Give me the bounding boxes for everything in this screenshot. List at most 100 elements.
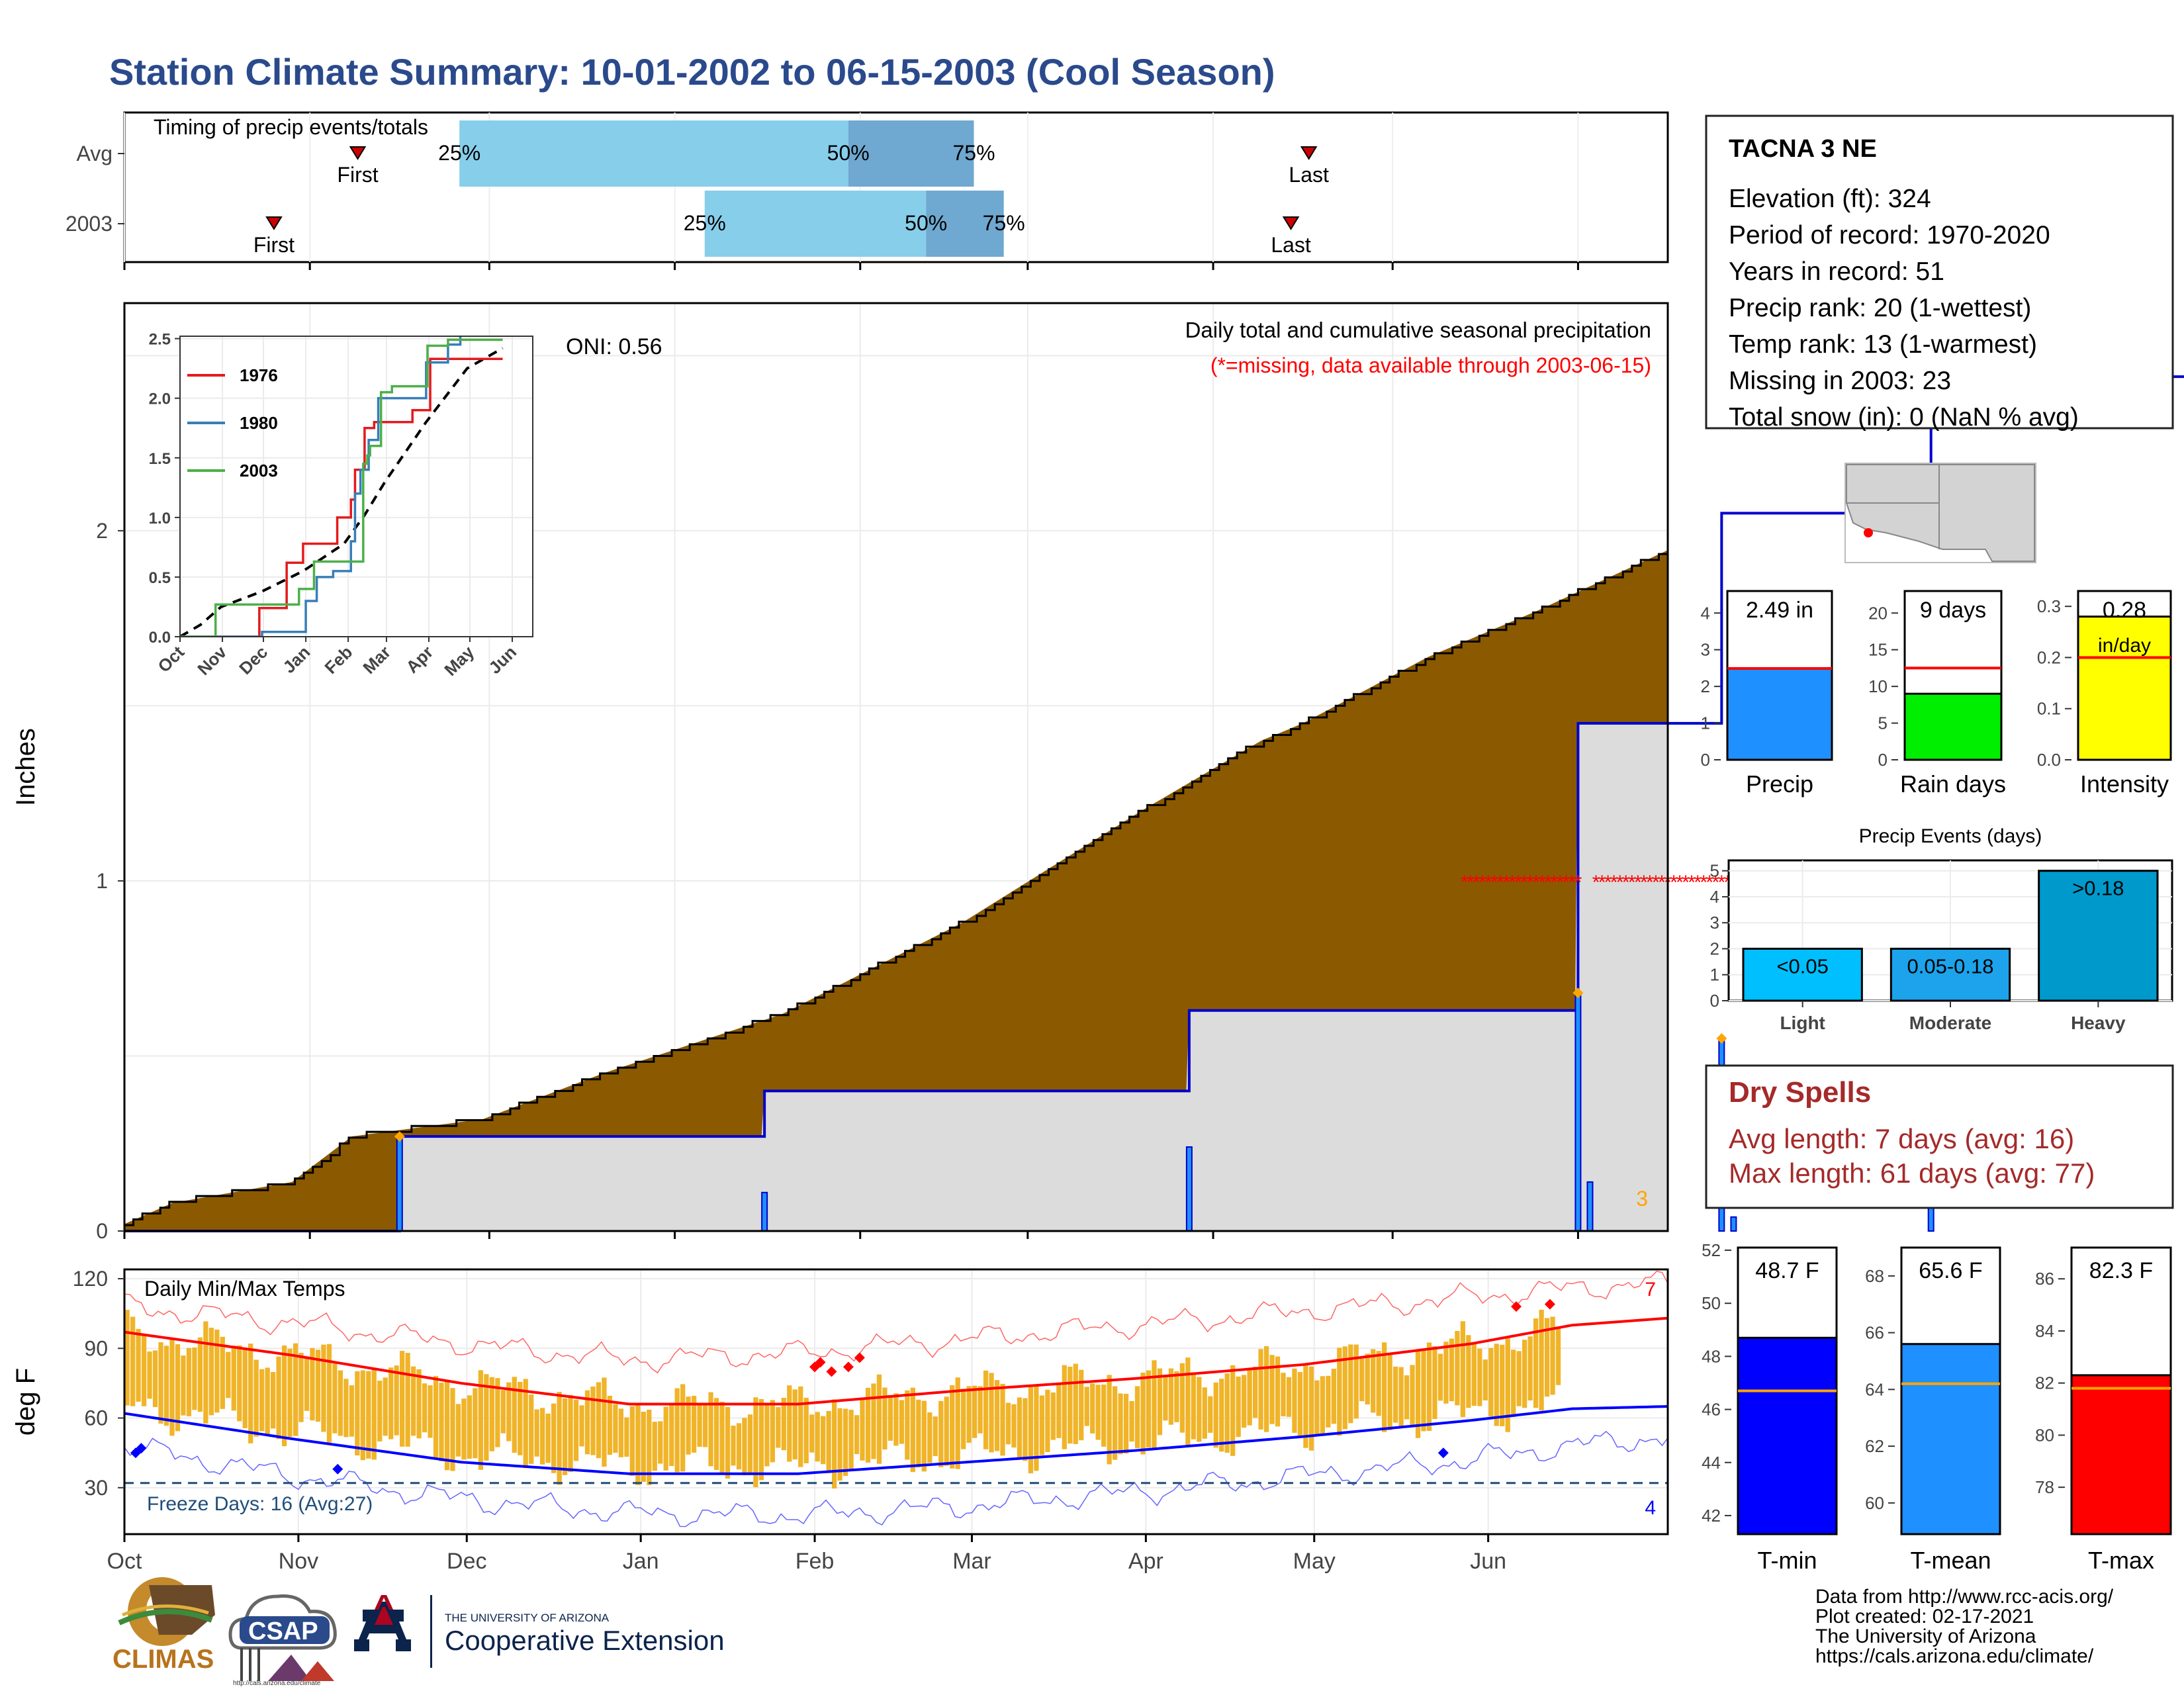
daily-temp-bar [1269,1355,1275,1424]
temp-frame [123,1268,1669,1535]
summary-ytick-label: 42 [1702,1506,1721,1526]
daily-precip-bar [761,1191,768,1232]
daily-temp-bar [1308,1366,1314,1451]
daily-temp-bar [220,1336,225,1409]
daily-temp-bar [410,1366,416,1436]
daily-temp-bar [1263,1346,1269,1432]
summary-ytick-label: 62 [1865,1436,1884,1456]
missing-marker: * [1544,872,1552,893]
daily-temp-bar [905,1390,910,1460]
daily-temp-bar [304,1358,310,1411]
daily-temp-bar [1348,1344,1353,1424]
avg-max-line [124,1316,1668,1406]
daily-temp-bar [400,1351,405,1447]
daily-temp-bar [893,1393,899,1446]
daily-precip-bar [1185,1146,1193,1232]
daily-temp-bar [916,1399,921,1468]
climas-logo: CLIMAS [113,1577,215,1674]
daily-temp-bar [130,1316,136,1406]
missing-marker: * [1700,872,1707,893]
events-ytick-label: 2 [1710,938,1719,958]
university-of-arizona-logo: THE UNIVERSITY OF ARIZONA Cooperative Ex… [354,1595,725,1668]
summary-value-label: 82.3 F [2089,1258,2153,1283]
daily-temp-bar [1326,1375,1331,1428]
inset-bg [180,336,533,637]
daily-temp-bar [770,1400,775,1463]
daily-temp-bar [1163,1375,1168,1421]
precip-events-chart: Precip Events (days) 0 1 2 3 4 5 <0.05 Light 0.05… [1710,825,2173,1033]
timing-range-50-75 [848,120,974,187]
main-ylabel: Inches [11,728,40,806]
daily-temp-bar [921,1400,927,1472]
timing-last-label: Last [1289,163,1329,187]
daily-temp-bar [1152,1360,1157,1450]
missing-marker: * [1556,872,1564,893]
daily-temp-bar [484,1374,489,1461]
dry-spells-title: Dry Spells [1729,1076,1871,1109]
temp-xtick-label: Feb [796,1549,835,1574]
daily-temp-bar [1129,1400,1134,1442]
daily-temp-bar [809,1414,815,1453]
daily-temp-bar [618,1408,624,1457]
daily-temp-bar [899,1400,905,1444]
record-low-marker [332,1463,343,1475]
record-high-marker [842,1361,854,1373]
daily-temp-bar [1432,1346,1437,1420]
daily-temp-bar [355,1371,360,1456]
daily-temp-bar [293,1343,298,1436]
daily-temp-bar [332,1363,338,1434]
daily-temp-bar [1527,1336,1533,1401]
freeze-days-label: Freeze Days: 16 (Avg:27) [147,1493,373,1515]
record-marker [394,1131,405,1142]
daily-temp-bar [910,1387,915,1473]
daily-temp-bar [944,1396,949,1466]
daily-temp-bar [270,1372,276,1429]
daily-temp-bar [1202,1387,1207,1439]
record-high-marker [1544,1299,1555,1310]
daily-temp-bar [865,1387,871,1463]
daily-temp-bar [1466,1335,1471,1408]
record-high-marker [1511,1301,1522,1312]
station-line: Years in record: 51 [1729,257,1944,286]
missing-marker: * [1646,872,1654,893]
daily-temp-bar [568,1394,573,1473]
daily-temp-bar [1555,1326,1561,1385]
timing-range-25-50 [704,191,927,257]
timing-row-label: 2003 [66,212,113,236]
daily-temp-bar [691,1395,697,1453]
daily-temp-bar [776,1407,781,1448]
main-frame [123,302,1669,1232]
daily-temp-bar [821,1416,826,1465]
temp-ytick-label: 30 [84,1476,108,1500]
daily-temp-bar [1387,1353,1392,1430]
main-ytick-label: 0 [96,1219,108,1243]
main-ytick-label: 1 [96,869,108,893]
daily-temp-bar [713,1398,719,1470]
daily-temp-bar [1500,1344,1505,1426]
daily-temp-bar [562,1398,568,1475]
daily-temp-bar [1134,1386,1140,1449]
daily-temp-bar [203,1321,208,1424]
daily-temp-bar [938,1400,944,1467]
events-category-label: Light [1780,1013,1825,1033]
daily-temp-bar [1320,1376,1326,1434]
daily-temp-bar [242,1348,248,1428]
daily-temp-bar [1353,1344,1359,1419]
precip-panel: ******************** ********************… [11,302,2184,1243]
missing-marker: * [1652,872,1660,893]
timing-range-50-75 [926,191,1004,257]
avg-min-line [124,1405,1668,1475]
missing-marker: * [1473,872,1480,893]
events-title: Precip Events (days) [1859,825,2042,847]
summary-ytick-label: 60 [1865,1493,1884,1513]
daily-temp-bar [1140,1373,1146,1455]
daily-temp-bar [647,1409,652,1485]
missing-marker: * [1622,872,1630,893]
temp-ytick-label: 60 [84,1406,108,1430]
summary-ytick-label: 3 [1701,640,1710,660]
daily-temp-bar [719,1401,725,1475]
inset-ytick-label: 0.0 [149,629,171,647]
station-line: Period of record: 1970-2020 [1729,221,2050,250]
inset-ytick-label: 1.0 [149,510,171,527]
events-bar-label: <0.05 [1776,954,1828,978]
